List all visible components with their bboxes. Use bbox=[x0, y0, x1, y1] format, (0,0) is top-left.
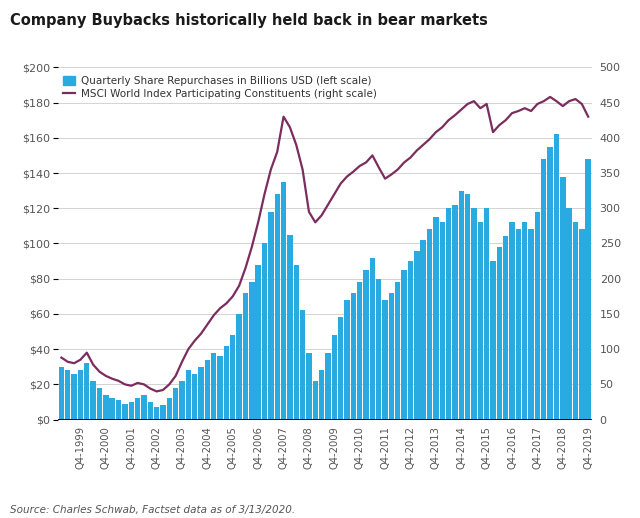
Bar bbox=[148, 402, 153, 420]
Bar bbox=[77, 370, 83, 420]
Bar bbox=[573, 222, 578, 420]
Bar bbox=[103, 395, 109, 420]
Bar bbox=[300, 310, 305, 420]
Bar bbox=[275, 194, 280, 420]
Bar bbox=[535, 212, 540, 420]
Bar bbox=[65, 370, 70, 420]
Bar bbox=[586, 159, 591, 420]
Bar bbox=[116, 400, 121, 420]
Bar bbox=[516, 229, 521, 420]
Bar bbox=[243, 293, 248, 420]
Bar bbox=[509, 222, 515, 420]
Bar bbox=[268, 212, 273, 420]
Bar bbox=[109, 398, 115, 420]
Bar bbox=[503, 236, 508, 420]
Bar bbox=[179, 381, 185, 420]
Bar bbox=[452, 205, 458, 420]
Bar bbox=[84, 363, 90, 420]
Bar bbox=[306, 353, 312, 420]
Bar bbox=[129, 402, 134, 420]
Bar bbox=[59, 367, 64, 420]
Bar bbox=[262, 243, 268, 420]
Bar bbox=[541, 159, 547, 420]
Bar bbox=[173, 388, 179, 420]
Bar bbox=[281, 182, 286, 420]
Bar bbox=[484, 208, 490, 420]
Bar bbox=[319, 370, 324, 420]
Bar bbox=[312, 381, 318, 420]
Text: Source: Charles Schwab, Factset data as of 3/13/2020.: Source: Charles Schwab, Factset data as … bbox=[10, 506, 295, 515]
Bar bbox=[160, 406, 166, 420]
Bar bbox=[408, 261, 413, 420]
Bar bbox=[141, 395, 147, 420]
Bar bbox=[97, 388, 102, 420]
Bar bbox=[458, 191, 464, 420]
Bar bbox=[465, 194, 470, 420]
Bar bbox=[224, 346, 229, 420]
Bar bbox=[490, 261, 496, 420]
Bar bbox=[433, 217, 438, 420]
Bar bbox=[294, 265, 299, 420]
Bar bbox=[154, 407, 159, 420]
Bar bbox=[218, 356, 223, 420]
Bar bbox=[382, 300, 388, 420]
Bar bbox=[376, 279, 381, 420]
Bar bbox=[351, 293, 356, 420]
Bar bbox=[166, 398, 172, 420]
Bar bbox=[554, 134, 559, 420]
Bar bbox=[135, 398, 140, 420]
Bar bbox=[344, 300, 349, 420]
Bar bbox=[325, 353, 331, 420]
Bar bbox=[477, 222, 483, 420]
Bar bbox=[230, 335, 236, 420]
Text: Company Buybacks historically held back in bear markets: Company Buybacks historically held back … bbox=[10, 13, 488, 28]
Bar bbox=[192, 374, 197, 420]
Bar bbox=[427, 229, 432, 420]
Bar bbox=[90, 381, 96, 420]
Bar bbox=[205, 359, 210, 420]
Bar bbox=[72, 374, 77, 420]
Bar bbox=[370, 257, 375, 420]
Bar bbox=[332, 335, 337, 420]
Bar bbox=[388, 293, 394, 420]
Bar bbox=[497, 247, 502, 420]
Bar bbox=[287, 235, 292, 420]
Bar bbox=[211, 353, 216, 420]
Bar bbox=[364, 270, 369, 420]
Bar bbox=[186, 370, 191, 420]
Bar bbox=[198, 367, 204, 420]
Bar bbox=[579, 229, 584, 420]
Bar bbox=[414, 251, 420, 420]
Bar bbox=[560, 177, 566, 420]
Bar bbox=[236, 314, 242, 420]
Bar bbox=[420, 240, 426, 420]
Bar bbox=[357, 282, 362, 420]
Bar bbox=[446, 208, 451, 420]
Bar bbox=[395, 282, 401, 420]
Bar bbox=[440, 222, 445, 420]
Bar bbox=[471, 208, 477, 420]
Bar bbox=[547, 147, 553, 420]
Bar bbox=[401, 270, 407, 420]
Bar bbox=[122, 404, 127, 420]
Bar bbox=[522, 222, 527, 420]
Legend: Quarterly Share Repurchases in Billions USD (left scale), MSCI World Index Parti: Quarterly Share Repurchases in Billions … bbox=[63, 76, 376, 98]
Bar bbox=[529, 229, 534, 420]
Bar bbox=[338, 318, 344, 420]
Bar bbox=[249, 282, 255, 420]
Bar bbox=[255, 265, 261, 420]
Bar bbox=[566, 208, 572, 420]
